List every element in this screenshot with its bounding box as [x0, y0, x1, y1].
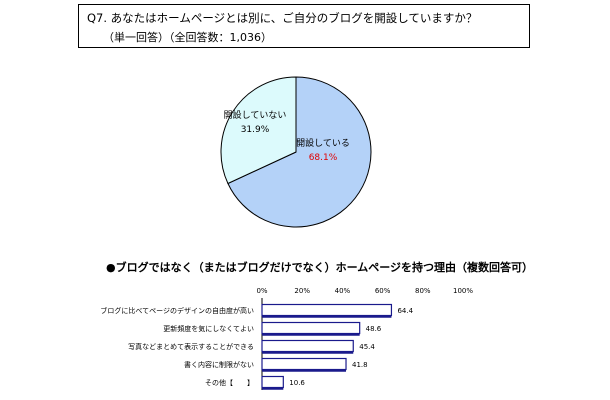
bar	[261, 303, 393, 317]
x-tick-label: 20%	[294, 287, 310, 295]
bar-value-label: 45.4	[359, 343, 375, 351]
bar	[261, 357, 347, 371]
pie-slice-value: 31.9%	[241, 125, 270, 135]
pie-slice-value: 68.1%	[309, 153, 338, 163]
bar-category-label: その他【 】	[205, 378, 254, 387]
bar-chart: 0% 20% 40% 60% 80% 100% ブログに比べてページのデザインの自由度が高い…	[100, 287, 473, 390]
bar-category-label: 更新頻度を気にしなくてよい	[163, 324, 254, 333]
x-tick-label: 40%	[335, 287, 351, 295]
x-tick-label: 80%	[415, 287, 431, 295]
bar	[261, 321, 361, 335]
x-tick-label: 100%	[453, 287, 473, 295]
pie-slice	[227, 76, 372, 228]
x-tick-label: 60%	[375, 287, 391, 295]
bar-category-label: ブログに比べてページのデザインの自由度が高い	[100, 306, 254, 315]
question-subtitle: （単一回答）（全回答数：1,036）	[103, 31, 272, 44]
pie-slice-label: 開設していない	[224, 109, 287, 121]
question-title: Q7. あなたはホームページとは別に、ご自分のブログを開設していますか？	[87, 11, 478, 25]
x-tick-label: 0%	[256, 287, 267, 295]
question-box: Q7. あなたはホームページとは別に、ご自分のブログを開設していますか？ （単一…	[78, 4, 530, 48]
bar-value-label: 48.6	[366, 325, 382, 333]
bar-value-label: 10.6	[289, 379, 305, 387]
pie-chart: 開設している 68.1% 開設していない 31.9%	[220, 76, 372, 228]
bar-value-label: 41.8	[352, 361, 368, 369]
bar	[261, 375, 284, 389]
bar-value-label: 64.4	[397, 307, 413, 315]
pie-slice-label: 開設している	[296, 137, 350, 149]
bar-category-label: 書く内容に制限がない	[184, 360, 254, 369]
bar	[261, 339, 354, 353]
bar-category-label: 写真などまとめて表示することができる	[128, 342, 254, 351]
bar-chart-title: ●ブログではなく（またはブログだけでなく）ホームページを持つ理由（複数回答可）	[106, 261, 534, 274]
pie-slice	[220, 76, 297, 185]
